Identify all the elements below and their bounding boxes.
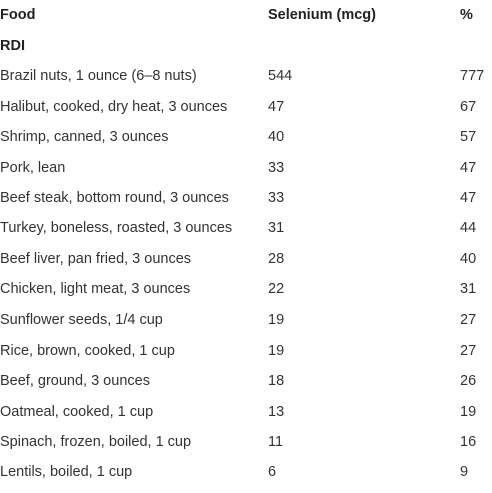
header-rdi: RDI bbox=[0, 38, 25, 54]
food-cell: Brazil nuts, 1 ounce (6–8 nuts) bbox=[0, 68, 197, 84]
selenium-cell: 18 bbox=[268, 373, 285, 389]
table-header-row: Food Selenium (mcg) % bbox=[0, 1, 492, 29]
food-cell: Shrimp, canned, 3 ounces bbox=[0, 129, 169, 145]
selenium-cell: 22 bbox=[268, 281, 285, 297]
percent-cell: 27 bbox=[460, 342, 477, 359]
food-cell: Spinach, frozen, boiled, 1 cup bbox=[0, 434, 192, 450]
percent-cell: 47 bbox=[460, 190, 477, 206]
table-row: Sunflower seeds, 1/4 cup 19 27 bbox=[0, 306, 492, 334]
table-row: Chicken, light meat, 3 ounces 22 31 bbox=[0, 275, 492, 303]
table-row: Brazil nuts, 1 ounce (6–8 nuts) 544 777 bbox=[0, 62, 492, 90]
header-food: Food bbox=[0, 7, 36, 23]
percent-cell: 27 bbox=[460, 312, 477, 328]
selenium-cell: 33 bbox=[268, 190, 285, 206]
food-cell: Beef, ground, 3 ounces bbox=[0, 373, 150, 389]
percent-cell: 31 bbox=[460, 281, 477, 297]
percent-cell: 57 bbox=[460, 129, 477, 145]
percent-cell: 9 bbox=[460, 464, 469, 480]
table-row: Spinach, frozen, boiled, 1 cup 11 16 bbox=[0, 428, 492, 456]
table-row: Beef steak, bottom round, 3 ounces 33 47 bbox=[0, 184, 492, 212]
selenium-cell: 13 bbox=[268, 403, 285, 420]
table-row: Pork, lean 33 47 bbox=[0, 154, 492, 182]
food-cell: Chicken, light meat, 3 ounces bbox=[0, 281, 191, 297]
selenium-cell: 47 bbox=[268, 98, 285, 115]
table-row: Beef, ground, 3 ounces 18 26 bbox=[0, 367, 492, 395]
percent-cell: 67 bbox=[460, 98, 477, 115]
food-cell: Lentils, boiled, 1 cup bbox=[0, 464, 133, 480]
table-row: Beef liver, pan fried, 3 ounces 28 40 bbox=[0, 245, 492, 273]
food-cell: Beef liver, pan fried, 3 ounces bbox=[0, 251, 192, 267]
selenium-cell: 19 bbox=[268, 312, 285, 328]
food-cell: Pork, lean bbox=[0, 159, 66, 176]
food-cell: Sunflower seeds, 1/4 cup bbox=[0, 312, 163, 328]
table-row: Turkey, boneless, roasted, 3 ounces 31 4… bbox=[0, 214, 492, 242]
selenium-cell: 31 bbox=[268, 220, 285, 236]
food-cell: Rice, brown, cooked, 1 cup bbox=[0, 342, 175, 359]
selenium-cell: 19 bbox=[268, 342, 285, 359]
header-selenium: Selenium (mcg) bbox=[268, 7, 376, 23]
selenium-cell: 11 bbox=[268, 434, 284, 450]
percent-cell: 777 bbox=[460, 68, 485, 84]
table-row: Rice, brown, cooked, 1 cup 19 27 bbox=[0, 337, 492, 365]
table-row: Shrimp, canned, 3 ounces 40 57 bbox=[0, 123, 492, 151]
selenium-cell: 40 bbox=[268, 129, 285, 145]
percent-cell: 26 bbox=[460, 373, 477, 389]
percent-cell: 19 bbox=[460, 403, 477, 420]
percent-cell: 47 bbox=[460, 159, 477, 176]
percent-cell: 44 bbox=[460, 220, 477, 236]
table-row: Halibut, cooked, dry heat, 3 ounces 47 6… bbox=[0, 93, 492, 121]
food-cell: Beef steak, bottom round, 3 ounces bbox=[0, 190, 229, 206]
percent-cell: 40 bbox=[460, 251, 477, 267]
food-cell: Halibut, cooked, dry heat, 3 ounces bbox=[0, 98, 228, 115]
selenium-cell: 544 bbox=[268, 68, 293, 84]
selenium-cell: 6 bbox=[268, 464, 277, 480]
food-cell: Oatmeal, cooked, 1 cup bbox=[0, 403, 154, 420]
selenium-cell: 28 bbox=[268, 251, 285, 267]
percent-cell: 16 bbox=[460, 434, 477, 450]
table-row: Lentils, boiled, 1 cup 6 9 bbox=[0, 458, 492, 486]
food-cell: Turkey, boneless, roasted, 3 ounces bbox=[0, 220, 233, 236]
selenium-cell: 33 bbox=[268, 159, 285, 176]
table-row: Oatmeal, cooked, 1 cup 13 19 bbox=[0, 398, 492, 426]
header-percent: % bbox=[460, 7, 473, 23]
